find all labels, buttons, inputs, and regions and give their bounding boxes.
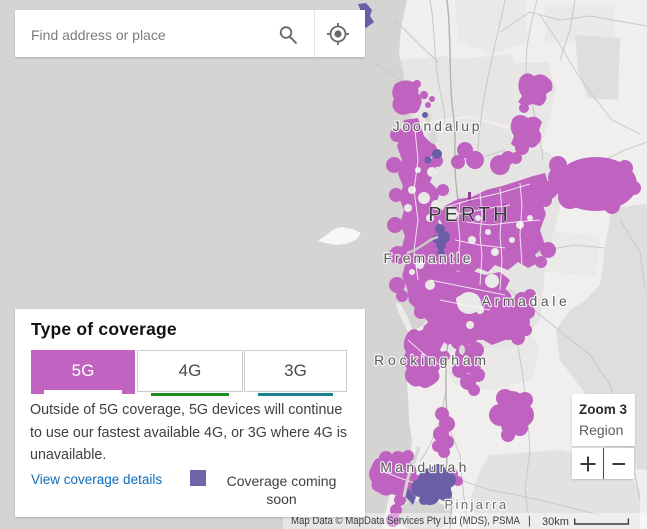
svg-text:Pinjarra: Pinjarra — [445, 497, 509, 512]
svg-text:PERTH: PERTH — [428, 204, 510, 226]
svg-text:Joondalup: Joondalup — [393, 118, 483, 134]
svg-text:Mandurah: Mandurah — [380, 459, 469, 475]
svg-text:Rockingham: Rockingham — [374, 352, 490, 368]
svg-text:Fremantle: Fremantle — [383, 250, 473, 266]
svg-text:Armadale: Armadale — [482, 293, 571, 309]
